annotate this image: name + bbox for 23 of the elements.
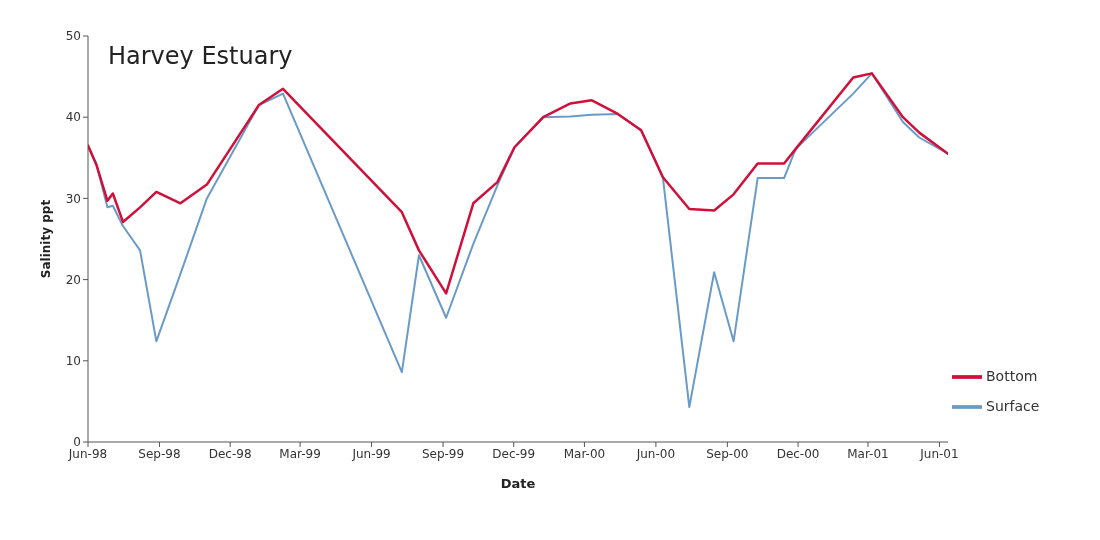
y-tick-label: 10 xyxy=(65,354,81,369)
x-tick-label: Sep-99 xyxy=(421,446,465,461)
x-tick-label: Mar-00 xyxy=(563,446,606,461)
x-tick-label: Jun-00 xyxy=(635,446,676,461)
x-tick-label: Mar-99 xyxy=(279,446,321,461)
y-tick-label: 40 xyxy=(65,110,81,125)
x-tick-label: Dec-99 xyxy=(492,446,536,461)
legend-label: Surface xyxy=(986,398,1040,414)
line-series xyxy=(88,72,948,295)
y-tick-label: 20 xyxy=(65,272,81,287)
legend-label: Bottom xyxy=(986,368,1038,384)
y-axis-title: Salinity ppt xyxy=(39,199,54,279)
x-tick-label: Sep-98 xyxy=(138,446,181,461)
x-tick-label: Mar-01 xyxy=(847,446,889,461)
y-tick-label: 50 xyxy=(65,29,81,44)
x-tick-label: Jun-01 xyxy=(919,446,959,461)
chart-title: Harvey Estuary xyxy=(108,42,293,70)
x-axis-title: Date xyxy=(500,476,536,491)
x-tick-label: Jun-99 xyxy=(351,446,391,461)
x-tick-label: Sep-00 xyxy=(706,446,749,461)
x-tick-label: Dec-00 xyxy=(776,446,820,461)
y-tick-label: 30 xyxy=(65,191,81,206)
x-tick-label: Dec-98 xyxy=(208,446,252,461)
